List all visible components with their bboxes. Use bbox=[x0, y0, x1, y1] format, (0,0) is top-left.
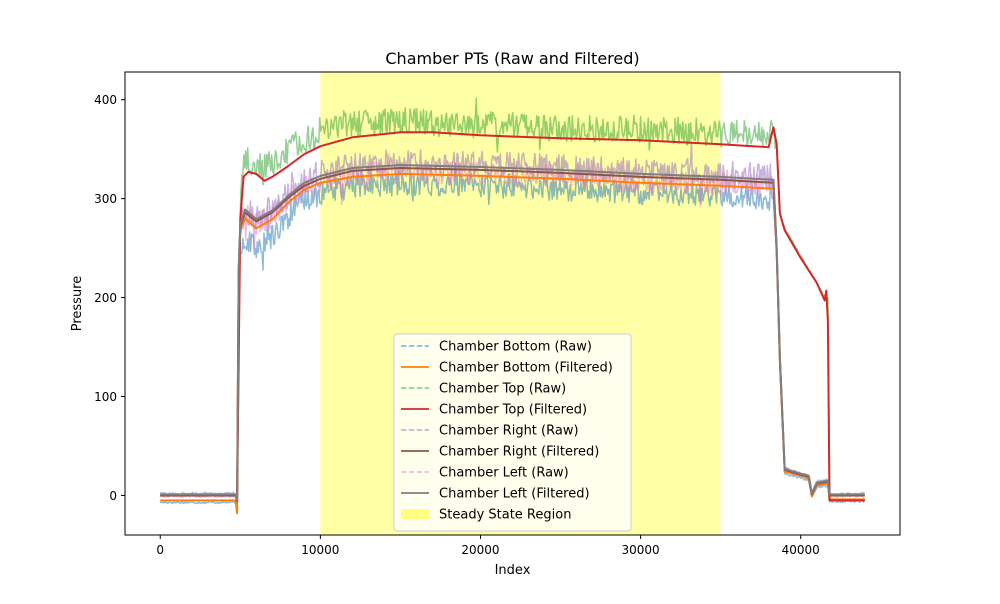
y-tick-label: 200 bbox=[94, 291, 117, 305]
series-line-chamber-top-raw bbox=[160, 97, 865, 498]
series-line-chamber-bottom-raw bbox=[159, 162, 866, 511]
legend-label-steady-state-region: Steady State Region bbox=[439, 508, 571, 523]
y-tick-label: 400 bbox=[94, 93, 117, 107]
x-tick-label: 40000 bbox=[782, 543, 820, 557]
legend-box bbox=[393, 333, 632, 532]
legend: Chamber Bottom (Raw) Chamber Bottom (Filt… bbox=[393, 333, 632, 532]
x-tick-label: 20000 bbox=[461, 543, 499, 557]
y-axis-label: Pressure bbox=[70, 276, 85, 332]
y-tick-label: 300 bbox=[94, 192, 117, 206]
legend-label-chamber-right-raw: Chamber Right (Raw) bbox=[439, 424, 579, 439]
legend-label-chamber-bottom-filtered: Chamber Bottom (Filtered) bbox=[439, 361, 613, 376]
legend-label-chamber-top-raw: Chamber Top (Raw) bbox=[439, 382, 566, 397]
legend-label-chamber-bottom-raw: Chamber Bottom (Raw) bbox=[439, 340, 592, 355]
legend-label-chamber-top-filtered: Chamber Top (Filtered) bbox=[439, 403, 587, 418]
legend-label-chamber-left-filtered: Chamber Left (Filtered) bbox=[439, 487, 590, 502]
legend-label-chamber-left-raw: Chamber Left (Raw) bbox=[439, 466, 569, 481]
y-tick-label: 100 bbox=[94, 390, 117, 404]
x-axis-label: Index bbox=[495, 563, 531, 578]
x-tick-label: 0 bbox=[156, 543, 164, 557]
legend-swatch-steady-state-region bbox=[401, 509, 429, 519]
legend-label-chamber-right-filtered: Chamber Right (Filtered) bbox=[439, 445, 599, 460]
series-line-chamber-left-filtered bbox=[160, 164, 865, 502]
chart-title: Chamber PTs (Raw and Filtered) bbox=[385, 49, 639, 68]
series-line-chamber-top-filtered bbox=[160, 126, 865, 502]
x-tick-label: 30000 bbox=[622, 543, 660, 557]
plot-area-frame bbox=[124, 71, 901, 536]
y-tick-label: 0 bbox=[109, 489, 117, 503]
x-tick-label: 10000 bbox=[301, 543, 339, 557]
